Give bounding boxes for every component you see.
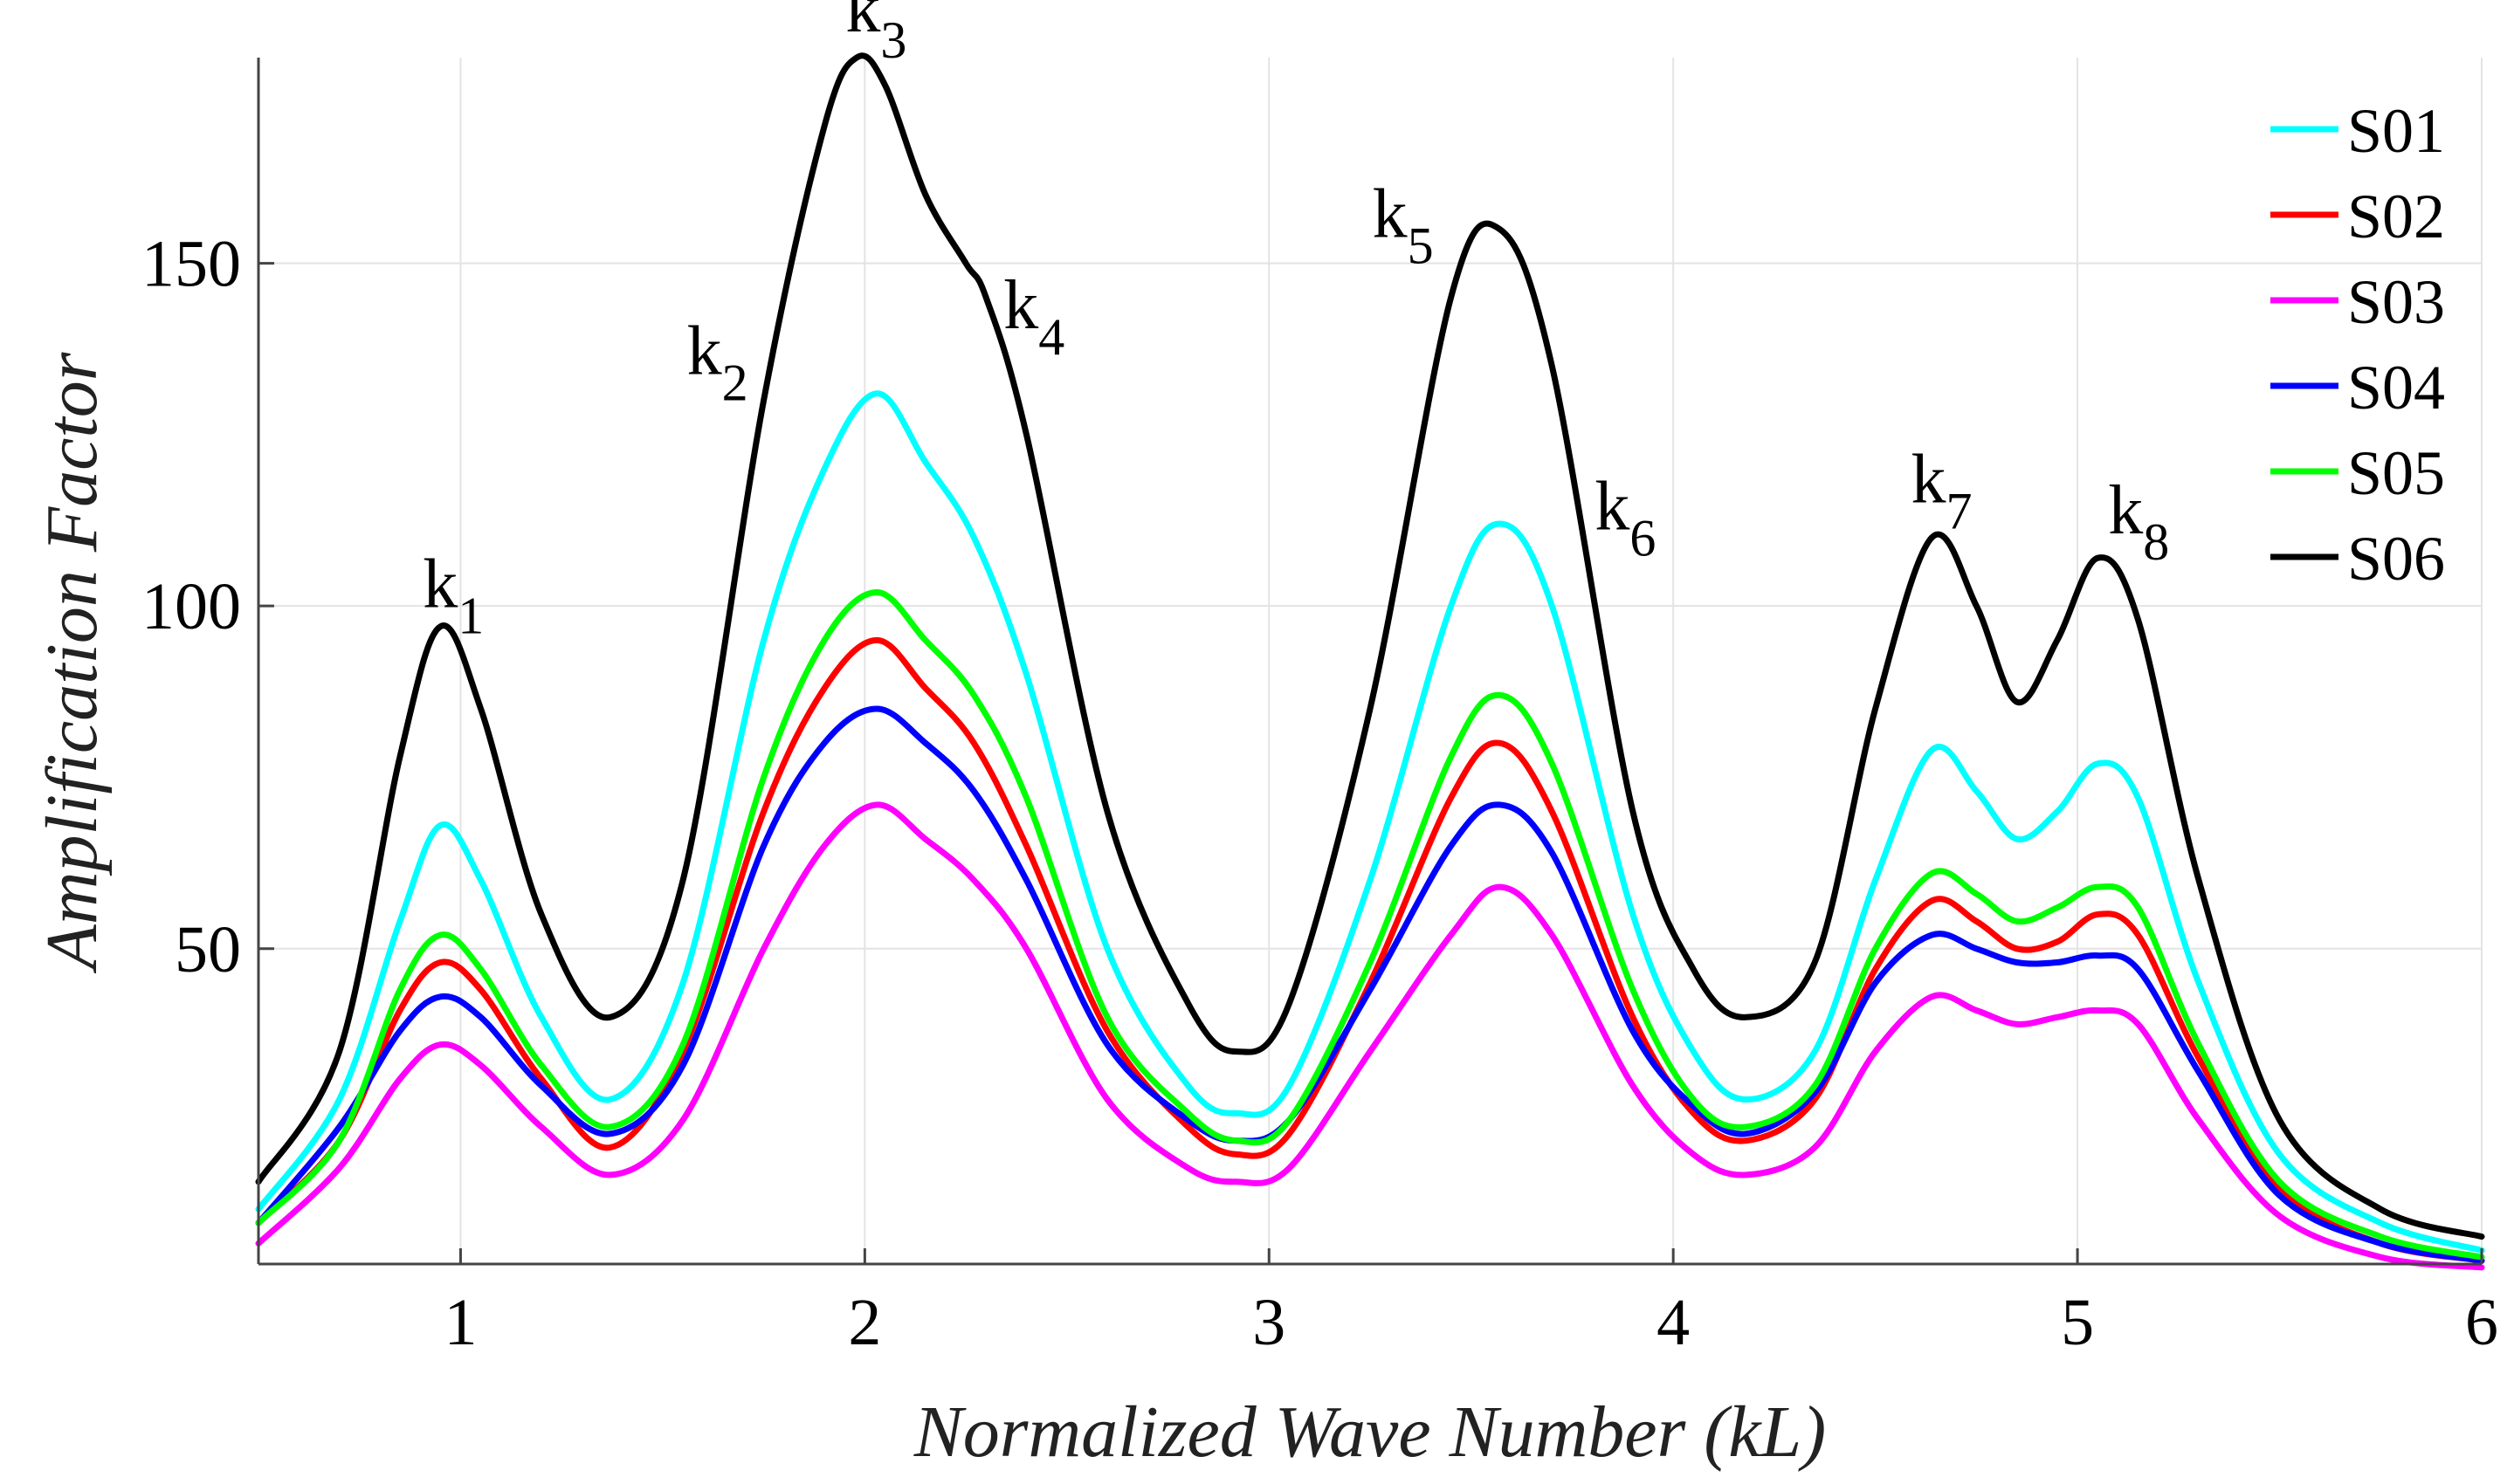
legend-label-s06: S06: [2347, 524, 2445, 594]
grid-lines: [258, 58, 2483, 1264]
axes: [257, 58, 2483, 1266]
peak-annotations: k1 k2 k3 k4 k5 k6 k7 k8: [423, 0, 2169, 645]
x-tick-label-0: 1: [444, 1286, 477, 1359]
x-tick-label-4: 5: [2061, 1286, 2094, 1359]
x-tick-label-2: 3: [1252, 1286, 1285, 1359]
series-line-s04: [255, 705, 2485, 1264]
legend: S01 S02 S03 S04 S05 S06: [2270, 96, 2445, 594]
legend-label-s01: S01: [2347, 96, 2445, 166]
annotation-k5: k5: [1373, 176, 1434, 275]
legend-label-s04: S04: [2347, 353, 2445, 423]
annotation-k7: k7: [1911, 442, 1972, 540]
x-tick-label-3: 4: [1656, 1286, 1690, 1359]
annotation-k3: k3: [845, 0, 906, 69]
y-tick-label-1: 100: [141, 570, 241, 643]
series-lines: [255, 52, 2485, 1271]
y-axis-title: Amplification Factor: [31, 352, 113, 973]
series-line-s01: [255, 390, 2485, 1254]
legend-label-s03: S03: [2347, 267, 2445, 337]
tick-labels: 1 2 3 4 5 6 50 100 150: [141, 228, 2498, 1359]
y-tick-label-0: 50: [175, 913, 241, 986]
legend-label-s02: S02: [2347, 182, 2445, 251]
x-axis-title: Normalized Wave Number (kL): [913, 1391, 1826, 1473]
series-line-s06: [255, 52, 2485, 1240]
annotation-k6: k6: [1594, 468, 1656, 567]
annotation-k8: k8: [2108, 472, 2169, 571]
annotation-k2: k2: [687, 313, 748, 412]
x-tick-label-1: 2: [848, 1286, 881, 1359]
y-tick-label-2: 150: [141, 228, 241, 301]
series-line-s03: [255, 801, 2485, 1271]
annotation-k4: k4: [1003, 267, 1064, 366]
legend-label-s05: S05: [2347, 438, 2445, 508]
annotation-k1: k1: [423, 546, 484, 645]
x-tick-label-5: 6: [2465, 1286, 2498, 1359]
series-line-s05: [255, 589, 2485, 1261]
